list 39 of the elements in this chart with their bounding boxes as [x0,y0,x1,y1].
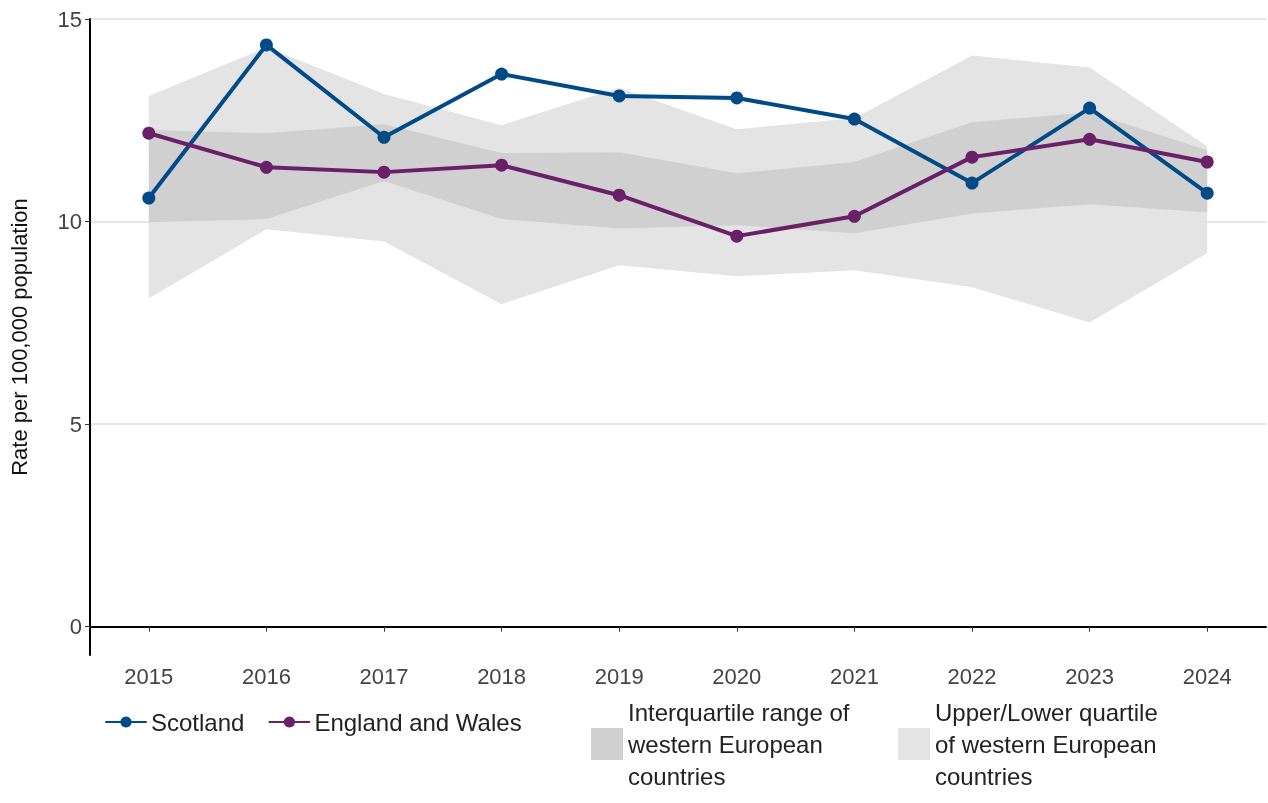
point [142,191,156,205]
x-tick-label: 2018 [477,663,527,689]
x-tick-label: 2023 [1065,663,1115,689]
x-tick-label: 2020 [712,663,762,689]
point [730,91,744,105]
y-tick-label: 15 [57,6,82,32]
point [495,158,509,172]
x-tick-label: 2016 [241,663,291,689]
x-tick-label: 2017 [359,663,409,689]
point [259,38,273,52]
point [1200,155,1214,169]
x-tick-label: 2019 [594,663,644,689]
legend-label: Upper/Lower quartile of western European countries [935,698,1165,790]
point [259,160,273,174]
point [730,229,744,243]
x-tick-label: 2022 [947,663,997,689]
y-tick-label: 5 [69,411,82,437]
point [377,130,391,144]
point [847,209,861,223]
point [1083,132,1097,146]
x-tick-label: 2024 [1182,663,1232,689]
point [965,150,979,164]
point [965,176,979,190]
point [847,112,861,126]
point [377,165,391,179]
legend-label: Scotland [151,708,245,736]
point [495,67,509,81]
point [142,126,156,140]
y-tick-label: 10 [57,209,82,235]
point [612,188,626,202]
x-tick-label: 2015 [124,663,174,689]
x-tick-label: 2021 [829,663,879,689]
point [612,89,626,103]
y-axis-title: Rate per 100,000 population [6,198,32,476]
legend-label: Interquartile range of western European countries [627,698,857,790]
y-tick-label: 0 [69,614,82,640]
legend-label: England and Wales [314,708,522,736]
point [1083,101,1097,115]
point [1200,186,1214,200]
